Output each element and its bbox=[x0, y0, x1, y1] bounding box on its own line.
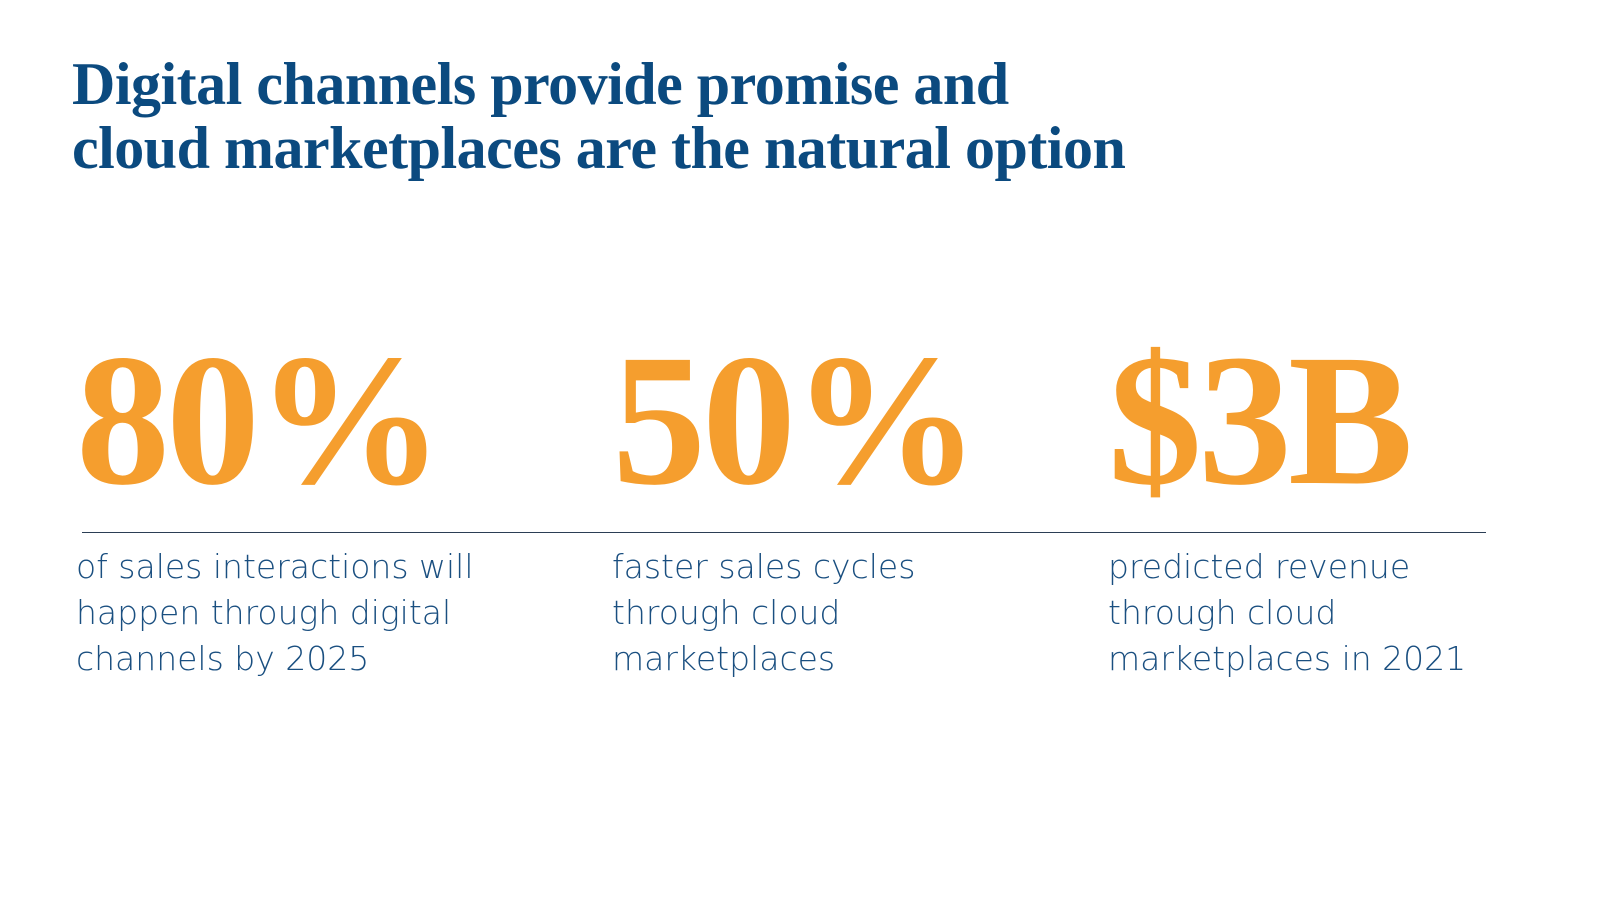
description-line: channels by 2025 bbox=[76, 639, 370, 678]
divider bbox=[82, 532, 1486, 533]
stat-figure: 80% bbox=[76, 315, 444, 524]
description-line: through cloud bbox=[612, 593, 841, 632]
stat-value: 80% bbox=[76, 315, 444, 524]
description-line: marketplaces bbox=[612, 639, 836, 678]
description-line: of sales interactions will bbox=[76, 547, 474, 586]
stat-description: faster sales cycles through cloud marketpl… bbox=[612, 544, 915, 682]
stat-figure: $3B bbox=[1108, 315, 1413, 524]
title-line: Digital channels provide promise and bbox=[72, 51, 1009, 117]
description-line: marketplaces in 2021 bbox=[1108, 639, 1467, 678]
description-line: through cloud bbox=[1108, 593, 1337, 632]
slide-title: Digital channels provide promise and clo… bbox=[72, 51, 1126, 181]
description-line: happen through digital bbox=[76, 593, 452, 632]
stat-description: predicted revenue through cloud marketplac… bbox=[1108, 544, 1466, 682]
stat-figure: 50% bbox=[612, 315, 980, 524]
stat-description: of sales interactions will happen through… bbox=[76, 544, 474, 682]
stat-value: 50% bbox=[612, 315, 980, 524]
description-line: predicted revenue bbox=[1108, 547, 1411, 586]
stat-value: $3B bbox=[1108, 315, 1413, 524]
description-line: faster sales cycles bbox=[612, 547, 916, 586]
title-line: cloud marketplaces are the natural optio… bbox=[72, 115, 1126, 181]
